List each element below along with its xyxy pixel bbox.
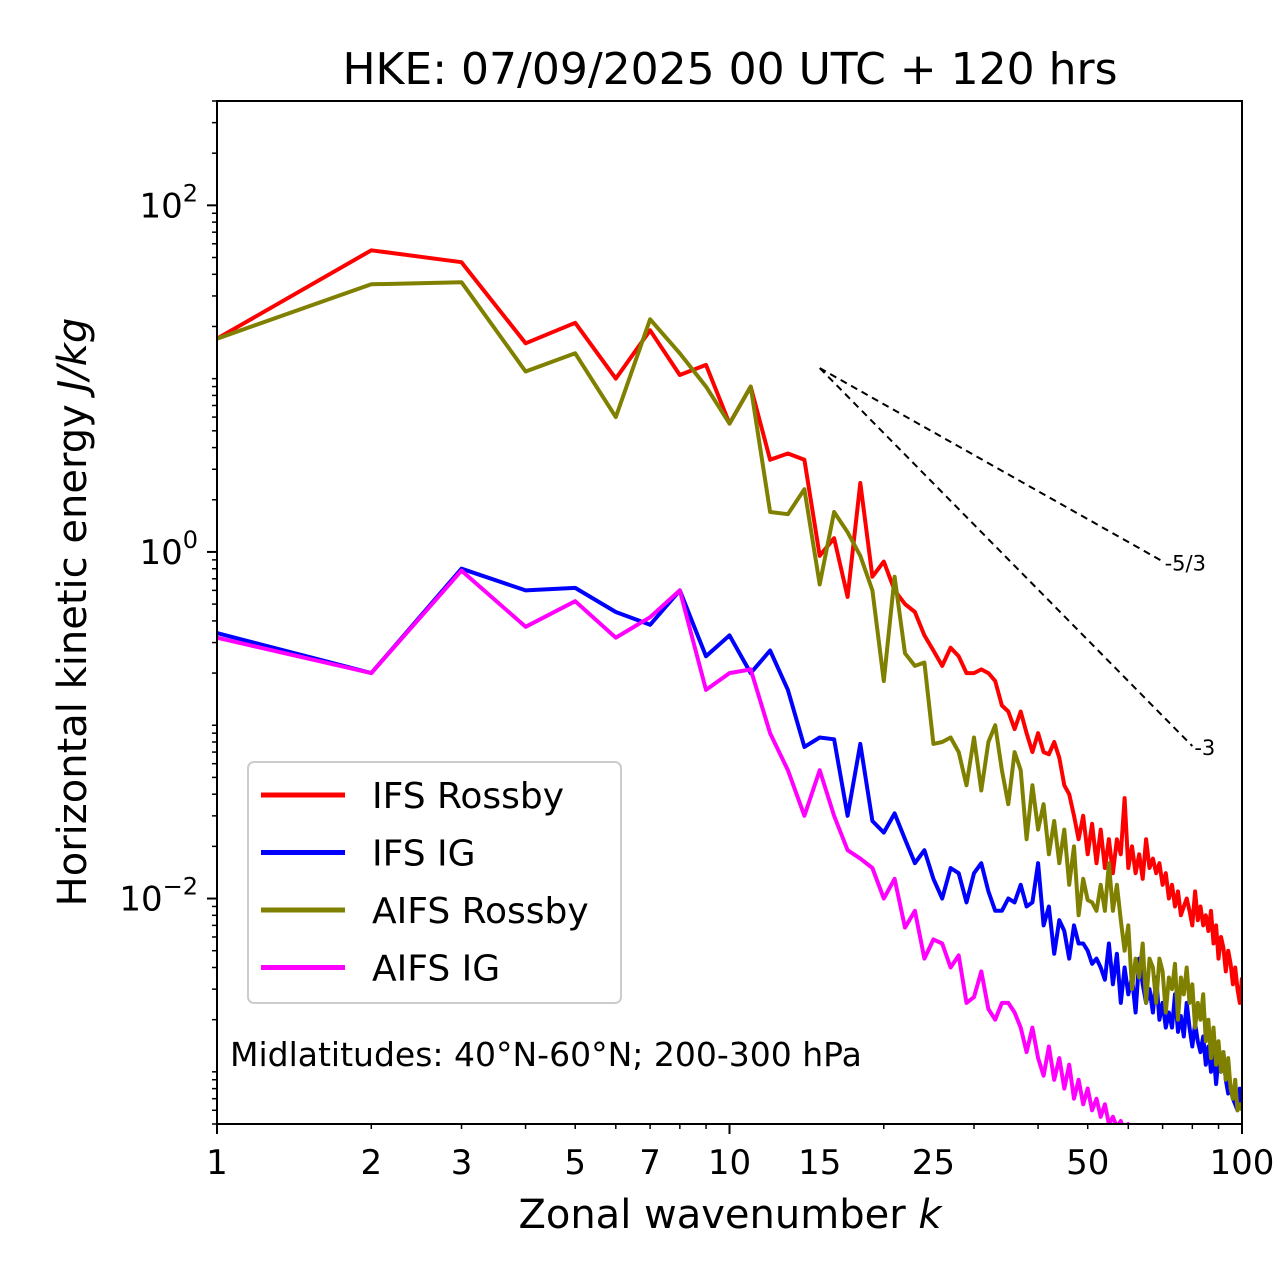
x-tick-label: 1 (206, 1143, 228, 1183)
series-layer (217, 248, 1242, 1124)
y-axis-ticks: 102 100 10−2 (119, 100, 217, 1125)
y-axis-label-main: Horizontal kinetic energy (50, 404, 96, 906)
legend-box (247, 761, 622, 1004)
x-tick-label: 100 (1210, 1143, 1275, 1183)
reference-line-1 (819, 367, 1164, 563)
chart-title: HKE: 07/09/2025 00 UTC + 120 hrs (342, 44, 1117, 95)
reference-line-label-2: -3 (1194, 736, 1215, 760)
series-line-aifs-rossby (217, 280, 1242, 1113)
x-tick-label: 25 (912, 1143, 955, 1183)
y-axis-label: Horizontal kinetic energy J/kg (50, 318, 96, 907)
legend-label-ifs-ig: IFS IG (372, 834, 476, 875)
y-tick-label: 100 (139, 526, 198, 573)
y-axis-label-unit: J/kg (50, 318, 96, 399)
x-tick-label: 7 (639, 1143, 661, 1183)
x-tick-label: 50 (1066, 1143, 1109, 1183)
x-tick-label: 15 (798, 1143, 841, 1183)
x-axis-label-main: Zonal wavenumber (518, 1192, 906, 1238)
x-axis-ticks: 1 2 3 5 7 10 15 25 50 100 (206, 1124, 1274, 1183)
reference-line-label-1: -5/3 (1165, 551, 1206, 575)
reference-lines: -5/3 -3 (819, 367, 1215, 760)
series-line-ifs-ig (217, 566, 1242, 1113)
region-annotation: Midlatitudes: 40°N-60°N; 200-300 hPa (230, 1035, 862, 1074)
legend-label-aifs-rossby: AIFS Rossby (372, 891, 589, 932)
legend: IFS Rossby IFS IG AIFS Rossby AIFS IG (247, 761, 622, 1004)
legend-label-ifs-rossby: IFS Rossby (372, 776, 564, 817)
legend-label-aifs-ig: AIFS IG (372, 949, 500, 990)
x-tick-label: 3 (451, 1143, 473, 1183)
reference-line-2 (819, 367, 1194, 747)
x-tick-label: 5 (564, 1143, 586, 1183)
x-axis-label-var: k (918, 1192, 943, 1238)
y-tick-label: 102 (139, 179, 198, 226)
y-tick-label: 10−2 (119, 873, 198, 920)
x-tick-label: 10 (708, 1143, 751, 1183)
x-tick-label: 2 (360, 1143, 382, 1183)
plot-frame (216, 100, 1243, 1125)
series-line-aifs-ig (217, 568, 1131, 1124)
x-axis-label: Zonal wavenumber k (518, 1192, 943, 1238)
